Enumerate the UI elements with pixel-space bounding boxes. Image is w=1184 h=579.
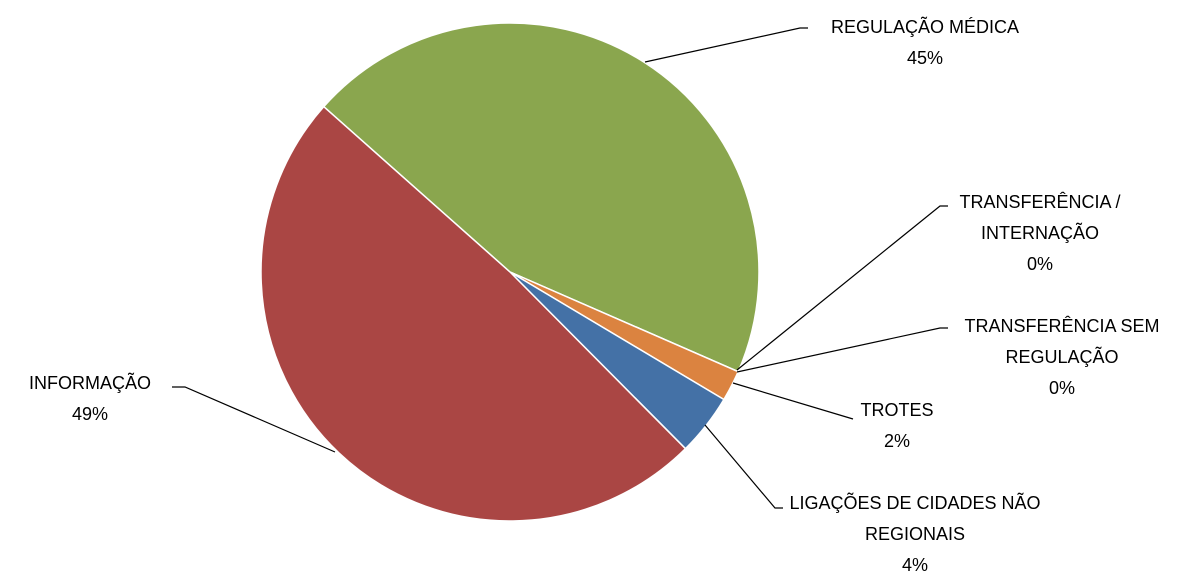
pie-slice: [260, 105, 687, 522]
leader-line: [736, 205, 948, 371]
category-label: LIGAÇÕES DE CIDADES NÃO REGIONAIS: [789, 493, 1041, 544]
leader-line: [732, 382, 854, 420]
slice-label: TRANSFERÊNCIA SEM REGULAÇÃO 0%: [937, 311, 1184, 404]
value-label: 2%: [883, 431, 910, 451]
pie-slice: [322, 22, 760, 373]
leader-line: [736, 327, 948, 373]
leader-line: [704, 424, 783, 509]
value-label: 4%: [901, 555, 928, 575]
value-label: 49%: [71, 404, 109, 424]
slice-label: REGULAÇÃO MÉDICA 45%: [795, 12, 1055, 74]
value-label: 0%: [1048, 378, 1075, 398]
value-label: 0%: [1026, 254, 1053, 274]
leader-line: [172, 386, 336, 453]
leader-line: [644, 27, 808, 63]
category-label: INFORMAÇÃO: [28, 373, 151, 393]
category-label: TROTES: [860, 400, 934, 420]
slice-label: TROTES 2%: [837, 395, 957, 457]
slice-label: TRANSFERÊNCIA / INTERNAÇÃO 0%: [945, 187, 1135, 280]
category-label: TRANSFERÊNCIA SEM REGULAÇÃO: [964, 316, 1160, 367]
slice-label: LIGAÇÕES DE CIDADES NÃO REGIONAIS 4%: [785, 488, 1045, 579]
slice-label: INFORMAÇÃO 49%: [5, 368, 175, 430]
category-label: TRANSFERÊNCIA / INTERNAÇÃO: [959, 192, 1121, 243]
category-label: REGULAÇÃO MÉDICA: [830, 17, 1020, 37]
value-label: 45%: [906, 48, 944, 68]
